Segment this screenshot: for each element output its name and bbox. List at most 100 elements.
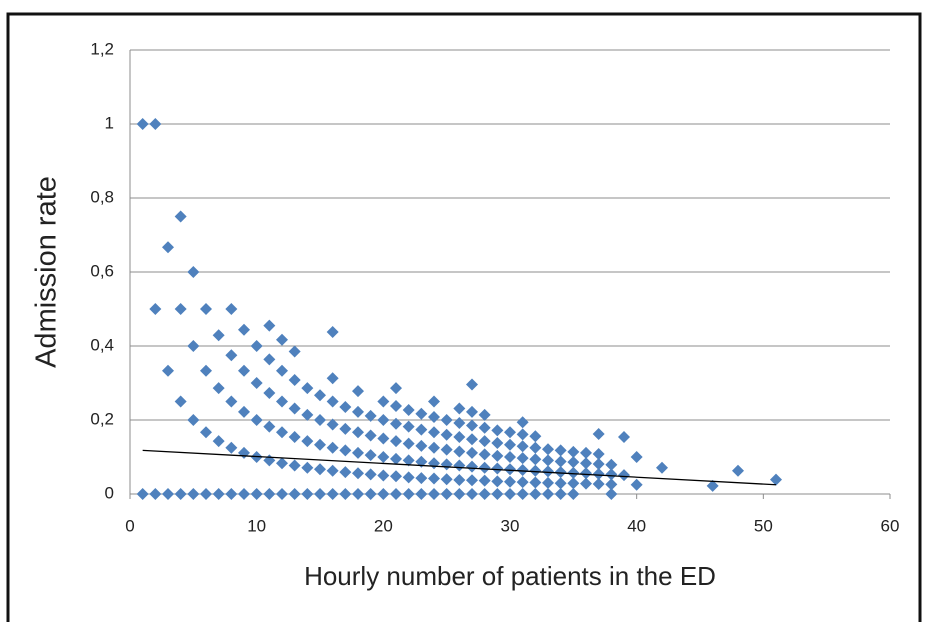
data-point [326, 441, 339, 454]
data-point [364, 468, 377, 481]
data-point [504, 463, 516, 476]
data-point [174, 303, 187, 315]
data-point [288, 459, 301, 472]
y-tick-label: 0,8 [90, 187, 114, 206]
data-point [390, 435, 402, 448]
data-point [288, 345, 301, 358]
data-point [174, 395, 187, 408]
data-point [567, 466, 580, 479]
data-point [554, 444, 567, 457]
data-point [162, 488, 174, 500]
data-point [288, 374, 301, 387]
data-point [225, 488, 238, 500]
data-point [212, 329, 225, 342]
data-point [364, 429, 377, 442]
data-point [592, 468, 605, 481]
data-point [339, 422, 352, 435]
data-point [428, 426, 440, 439]
data-point [529, 476, 542, 489]
data-point [212, 488, 225, 500]
data-point [542, 465, 554, 478]
data-point [428, 488, 440, 500]
data-point [225, 303, 238, 315]
data-point [453, 488, 466, 500]
data-point [390, 452, 402, 465]
data-point [301, 488, 314, 500]
data-point [314, 488, 326, 500]
data-point [263, 488, 276, 500]
data-point [200, 488, 212, 500]
y-tick-label: 0,4 [90, 335, 114, 354]
data-point [250, 340, 263, 352]
data-point [478, 474, 491, 487]
data-point [554, 488, 567, 500]
y-tick-label: 1 [105, 113, 114, 132]
data-point [504, 426, 516, 439]
data-point [478, 421, 491, 434]
data-point [529, 430, 542, 443]
data-point [706, 479, 719, 492]
data-point [516, 488, 529, 500]
data-point [605, 468, 618, 481]
data-point [390, 488, 402, 500]
data-point [225, 441, 238, 454]
data-point [428, 457, 440, 470]
data-point [478, 448, 491, 461]
data-point [174, 488, 187, 500]
y-tick-label: 1,2 [90, 39, 114, 58]
data-point [174, 210, 187, 223]
data-point [440, 488, 453, 500]
data-point [516, 476, 529, 489]
data-point [529, 464, 542, 477]
data-point [440, 428, 453, 441]
data-point [491, 488, 504, 500]
data-point [352, 405, 364, 418]
data-point [567, 445, 580, 458]
data-point [542, 476, 554, 489]
data-point [630, 451, 643, 463]
data-point [453, 402, 466, 415]
data-point [567, 488, 580, 500]
data-point [440, 473, 453, 486]
data-point [200, 303, 212, 315]
data-point [364, 409, 377, 422]
data-point [326, 488, 339, 500]
data-point [326, 418, 339, 431]
data-point [314, 414, 326, 426]
data-point [504, 488, 516, 500]
x-tick-label: 30 [501, 516, 520, 535]
data-point [567, 456, 580, 469]
data-point [605, 478, 618, 491]
data-point [504, 451, 516, 463]
data-point [580, 477, 592, 490]
data-point [377, 451, 390, 463]
data-point [732, 464, 744, 477]
data-point [529, 488, 542, 500]
x-tick-label: 50 [754, 516, 773, 535]
data-point [466, 405, 478, 418]
data-point [339, 488, 352, 500]
data-point [263, 319, 276, 332]
data-point [276, 426, 288, 439]
data-point [592, 428, 605, 441]
data-point [352, 446, 364, 459]
data-point [339, 444, 352, 457]
data-point [554, 455, 567, 468]
data-point [580, 446, 592, 459]
data-point [136, 488, 149, 500]
data-point [352, 467, 364, 480]
data-point [187, 266, 200, 278]
data-point [352, 426, 364, 439]
data-point [415, 423, 428, 436]
data-point [326, 464, 339, 477]
data-point [352, 385, 364, 398]
data-point [314, 463, 326, 476]
data-point [466, 460, 478, 473]
data-point [415, 439, 428, 452]
data-point [200, 426, 212, 439]
data-point [491, 424, 504, 437]
data-point [592, 448, 605, 461]
data-point [453, 445, 466, 458]
data-point [516, 416, 529, 429]
data-point [149, 118, 162, 130]
